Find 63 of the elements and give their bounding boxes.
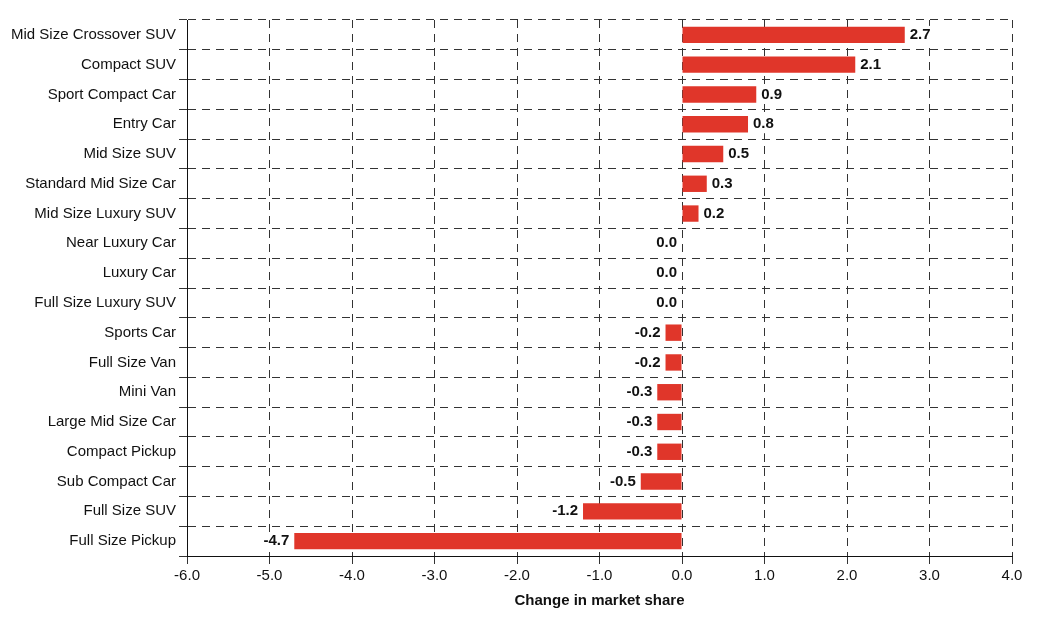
y-tick-label: Sports Car	[104, 322, 177, 340]
x-tick-label: -6.0	[174, 566, 200, 584]
data-label: 2.1	[860, 54, 882, 72]
bar	[682, 116, 749, 133]
bar	[640, 473, 682, 490]
data-label: -0.2	[634, 352, 661, 370]
y-tick-label: Large Mid Size Car	[47, 412, 177, 430]
data-label: -0.3	[626, 382, 653, 400]
bar	[657, 443, 682, 460]
y-tick-label: Compact Pickup	[66, 441, 177, 459]
y-tick-label: Full Size SUV	[83, 501, 177, 519]
data-label: 0.8	[753, 114, 774, 132]
x-tick-label: -5.0	[256, 566, 283, 584]
y-tick-label: Standard Mid Size Car	[25, 173, 177, 191]
x-tick-label: 4.0	[1001, 566, 1023, 584]
bar	[657, 413, 682, 431]
bar	[682, 86, 757, 103]
bar	[294, 532, 682, 550]
data-label: -0.3	[626, 441, 653, 459]
x-tick-label: 1.0	[754, 566, 775, 584]
bar	[665, 324, 682, 341]
y-tick-label: Sub Compact Car	[56, 471, 177, 489]
data-label: -1.2	[552, 501, 579, 519]
y-tick-label: Mid Size Luxury SUV	[34, 203, 177, 221]
x-axis-title: Change in market share	[514, 591, 685, 609]
x-tick-label: 2.0	[836, 566, 858, 584]
y-tick-label: Mid Size Crossover SUV	[11, 25, 177, 43]
bar	[583, 503, 682, 520]
data-label: -0.3	[626, 412, 653, 430]
data-label: -4.7	[263, 531, 290, 549]
y-tick-label: Entry Car	[112, 114, 177, 132]
x-tick-label: -4.0	[339, 566, 365, 584]
data-label: 2.7	[909, 25, 931, 43]
y-tick-label: Mini Van	[118, 382, 177, 400]
bar	[682, 205, 699, 222]
x-tick-label: -3.0	[421, 566, 448, 584]
y-tick-label: Luxury Car	[102, 263, 177, 281]
x-tick-label: 0.0	[671, 566, 693, 584]
data-label: 0.2	[703, 203, 725, 221]
data-label: -0.5	[609, 471, 636, 489]
data-label: 0.0	[656, 233, 678, 251]
x-tick-label: -2.0	[504, 566, 530, 584]
data-label: -0.2	[634, 322, 661, 340]
y-tick-label: Sport Compact Car	[47, 84, 177, 102]
y-tick-label: Mid Size SUV	[83, 144, 177, 162]
data-label: 0.9	[761, 84, 783, 102]
data-label: 0.5	[728, 144, 750, 162]
data-label: 0.3	[711, 173, 733, 191]
bar	[665, 354, 682, 371]
y-tick-label: Compact SUV	[81, 54, 177, 72]
y-tick-label: Full Size Van	[88, 352, 177, 370]
bar	[682, 145, 724, 163]
y-tick-label: Full Size Pickup	[69, 531, 177, 549]
y-tick-label: Full Size Luxury SUV	[34, 293, 177, 311]
data-label: 0.0	[656, 293, 678, 311]
bar	[682, 175, 707, 192]
bar	[682, 26, 905, 44]
bar	[682, 56, 856, 73]
x-tick-label: 3.0	[919, 566, 940, 584]
y-tick-label: Near Luxury Car	[66, 233, 177, 251]
bar	[657, 384, 682, 401]
x-tick-label: -1.0	[586, 566, 613, 584]
data-label: 0.0	[656, 263, 678, 281]
